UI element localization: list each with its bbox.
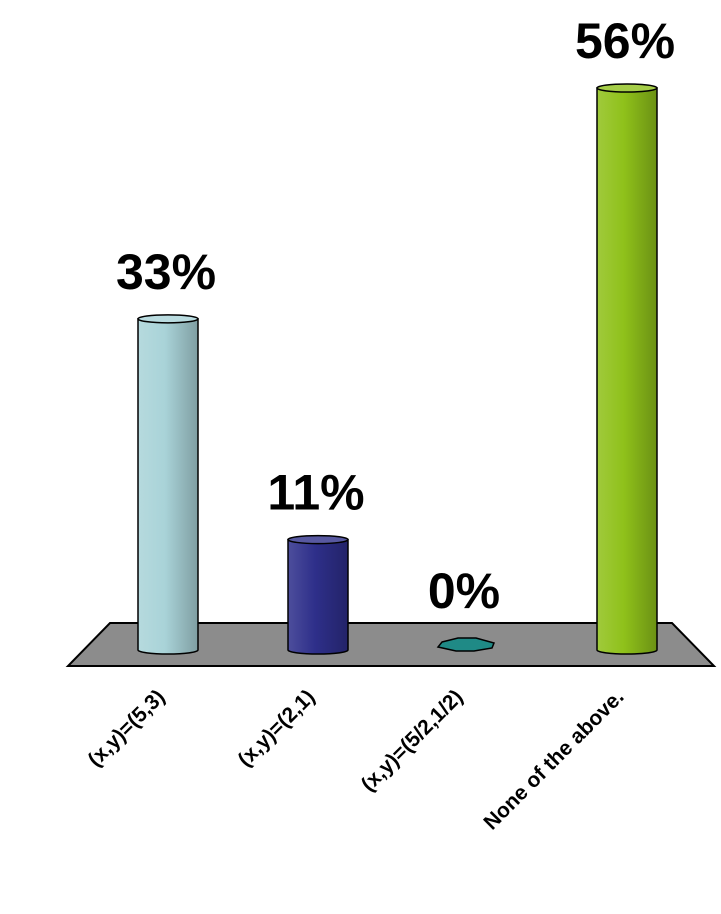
value-label-3: 0% bbox=[428, 563, 500, 619]
bar-4 bbox=[596, 87, 658, 655]
category-labels-layer: (x,y)=(5,3) (x,y)=(2,1) (x,y)=(5/2,1/2) Non… bbox=[84, 685, 629, 834]
bars-layer bbox=[137, 83, 658, 655]
value-label-4: 56% bbox=[575, 13, 675, 69]
category-label-4: None of the above. bbox=[479, 685, 628, 834]
value-labels-layer: 33% 11% 0% 56% bbox=[116, 13, 675, 619]
value-label-1: 33% bbox=[116, 244, 216, 300]
chart-floor bbox=[65, 622, 717, 667]
bar-1 bbox=[137, 318, 199, 655]
bar-4-cap bbox=[596, 83, 658, 93]
category-label-1: (x,y)=(5,3) bbox=[84, 685, 170, 771]
bar-3 bbox=[436, 637, 496, 652]
category-label-3: (x,y)=(5/2,1/2) bbox=[357, 685, 468, 796]
bar-2 bbox=[287, 538, 349, 655]
category-label-2: (x,y)=(2,1) bbox=[234, 685, 320, 771]
value-label-2: 11% bbox=[267, 465, 364, 521]
bar-2-cap bbox=[287, 534, 349, 545]
bar-1-cap bbox=[137, 314, 199, 324]
